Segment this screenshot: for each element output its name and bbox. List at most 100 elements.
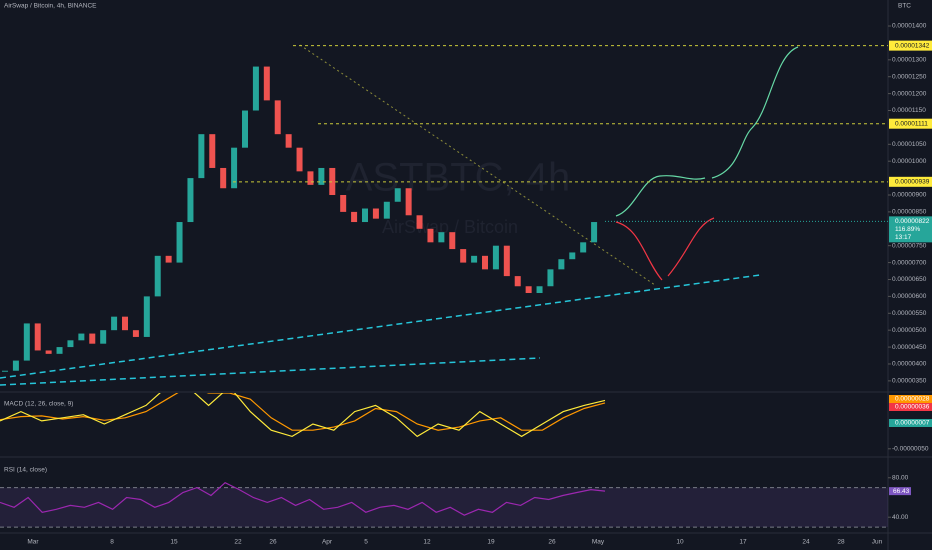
price-tick-label: 0.00001050: [892, 141, 927, 148]
macd-badge: [889, 419, 932, 427]
candle: [340, 195, 347, 212]
trendline: [0, 357, 541, 386]
level-badge: [889, 176, 932, 187]
rsi-badge: [889, 487, 911, 496]
candle: [449, 232, 456, 250]
rsi-line: [0, 481, 606, 516]
candle: [67, 340, 74, 348]
macd-badge: [889, 395, 932, 403]
rsi-band: [0, 487, 888, 528]
candle: [154, 255, 161, 297]
macd-label: MACD (12, 26, close, 9): [4, 401, 73, 408]
macd-tick-label: -0.00000050: [892, 446, 929, 453]
level-label: 0.00001111: [895, 120, 928, 127]
date-label: May: [592, 539, 605, 546]
price-tick-label: 0.00000750: [892, 242, 927, 249]
currency: BTC: [898, 3, 911, 10]
price-tick-label: 0.00000600: [892, 293, 927, 300]
current-badge: [889, 216, 932, 243]
candle: [569, 252, 576, 260]
arrow-down: [615, 221, 663, 281]
price-tick-label: 0.00001150: [892, 107, 926, 114]
date-label: 12: [423, 539, 431, 546]
date-label: 28: [837, 539, 845, 546]
candle: [34, 323, 41, 351]
date-label: Mar: [27, 539, 39, 546]
candle: [460, 249, 467, 263]
candle: [492, 245, 499, 270]
candle: [329, 167, 336, 195]
candle: [405, 188, 412, 216]
arrow-up-2: [711, 46, 799, 179]
candle: [307, 171, 314, 185]
candle: [536, 286, 543, 294]
candle: [100, 330, 107, 344]
candle: [438, 232, 445, 243]
rsi-tick-label: 80.00: [892, 474, 909, 481]
macd-line: [0, 393, 606, 438]
macd-badge: [889, 403, 932, 411]
date-label: 22: [234, 539, 242, 546]
price-tick-label: 0.00000450: [892, 344, 927, 351]
candle: [558, 259, 565, 270]
trendline-dotted: [299, 44, 656, 286]
macd-value: 0.00000007: [895, 420, 930, 427]
candle: [56, 347, 63, 354]
watermark: ASTBTC, 4h: [346, 156, 571, 200]
current-change: 116.89%: [895, 226, 920, 233]
price-tick-label: 0.00000850: [892, 209, 927, 216]
date-label: 8: [110, 539, 114, 546]
candle: [45, 350, 52, 354]
date-label: 19: [487, 539, 495, 546]
candle: [122, 316, 128, 331]
candle: [198, 134, 205, 179]
price-tick-label: 0.00001300: [892, 57, 927, 64]
candle: [525, 286, 532, 294]
candle: [165, 255, 172, 263]
marks: [2, 66, 598, 372]
candle: [143, 296, 150, 337]
price-tick-label: 0.00001200: [892, 90, 927, 97]
current-countdown: 13:17: [895, 234, 912, 241]
date-label: 5: [364, 539, 368, 546]
date-label: 10: [676, 539, 684, 546]
candle: [220, 167, 227, 189]
price-tick-label: 0.00001400: [892, 23, 927, 30]
rsi-label: RSI (14, close): [4, 467, 47, 474]
candle: [514, 276, 521, 287]
watermark-sub: AirSwap / Bitcoin: [382, 217, 518, 237]
date-label: 15: [170, 539, 178, 546]
candle: [362, 208, 368, 223]
rsi-tick-label: 40.00: [892, 514, 909, 521]
candle: [252, 66, 259, 111]
rsi-current: 66.43: [893, 488, 910, 495]
candle: [503, 245, 510, 277]
candle: [372, 208, 379, 219]
candle: [285, 134, 292, 148]
arrow-up-1: [615, 175, 706, 217]
candle: [89, 333, 96, 344]
candle: [111, 316, 118, 331]
trendline: [0, 274, 761, 379]
candle: [2, 370, 8, 372]
candle: [296, 147, 303, 172]
level-badge: [889, 40, 932, 51]
date-label: Jun: [872, 539, 883, 546]
date-label: 24: [802, 539, 810, 546]
candle: [242, 110, 248, 148]
candle: [351, 211, 358, 223]
candle: [482, 255, 488, 270]
price-tick-label: 0.00000650: [892, 276, 927, 283]
candle: [591, 222, 598, 243]
candle: [416, 215, 423, 229]
candle: [231, 147, 238, 189]
macd-value: 0.00000028: [895, 396, 930, 403]
current-price: 0.00000822: [895, 218, 930, 225]
header-title: AirSwap / Bitcoin, 4h, BINANCE: [4, 3, 97, 10]
macd-value: 0.00000036: [895, 404, 930, 411]
candle: [427, 228, 434, 243]
candle: [263, 66, 270, 101]
